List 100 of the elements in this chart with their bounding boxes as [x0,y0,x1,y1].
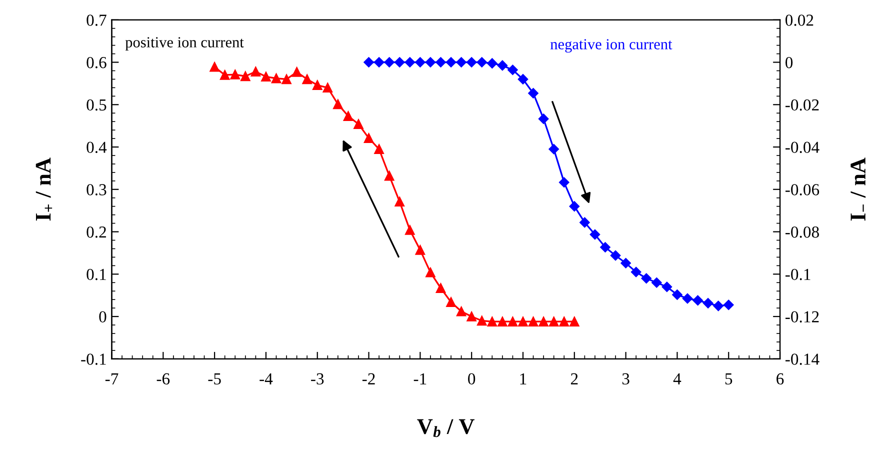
point [487,316,498,326]
point [436,283,446,293]
x-tick-label: -6 [156,373,170,385]
point [384,57,394,68]
point [436,57,446,68]
y2-tick-label: -0.06 [785,184,820,196]
y2-axis-title: I$_{−}$ / nA [850,158,866,221]
point [466,57,477,68]
y2-tick-label: -0.12 [785,311,819,323]
x-tick-label: -1 [414,373,426,384]
y2-tick-label: -0.1 [785,268,810,280]
point [600,242,610,252]
point [538,316,548,326]
point [652,278,662,288]
point [580,217,590,228]
x-tick-label: 6 [776,373,784,385]
y-tick-label: 0.2 [86,226,106,238]
point [364,133,374,143]
point [672,290,682,300]
point [240,71,250,82]
point [425,57,436,68]
point [610,250,621,261]
point [292,67,302,77]
point [394,57,405,68]
point [384,170,394,181]
point [343,111,354,121]
y2-tick-label: -0.14 [785,354,820,365]
point [466,312,476,322]
y-tick-label: 0.7 [86,14,106,26]
point [322,82,333,93]
point [354,119,364,129]
x-tick-label: 1 [520,373,526,384]
y2-tick-label: 0.02 [786,14,814,26]
point [620,258,631,268]
text: negative ion current [550,39,672,53]
x-tick-label: -5 [208,373,221,385]
y-tick-label: 0.6 [86,56,106,68]
point [528,316,538,326]
point [508,316,518,326]
y-tick-label: 0.1 [86,268,106,280]
y-tick-label: 0.3 [86,184,106,196]
point [641,273,652,284]
point [559,177,570,188]
y-tick-label: -0.1 [81,354,106,365]
point [302,74,312,84]
point [682,293,693,304]
point [498,316,508,326]
point [404,57,416,68]
point [548,316,559,326]
point [548,144,559,154]
series-label: positive ion current [125,37,244,51]
point [508,64,518,76]
x-tick-label: 3 [622,373,630,385]
y2-tick-label: 0 [786,56,793,68]
y-tick-label: 0 [99,311,106,322]
x-axis-title: V$_{b}$ / V [417,419,474,438]
point [723,300,734,310]
y-tick-label: 0.4 [86,142,107,154]
point [456,306,466,316]
y-tick-label: 0.5 [86,99,106,111]
point [518,316,528,326]
x-tick-label: 2 [570,373,578,384]
point [271,74,282,84]
y-axis-title: I$_{+}$ / nA [36,158,52,221]
point [282,74,292,84]
point [559,316,569,326]
point [374,144,384,154]
point [415,245,426,255]
point [518,74,528,84]
point [261,72,271,82]
x-tick-label: -3 [311,373,324,385]
point [333,99,343,110]
point [405,225,415,235]
x-tick-label: 0 [468,373,476,385]
point [487,58,498,68]
point [210,62,220,72]
point [426,268,436,278]
point [528,88,538,98]
point [230,70,240,80]
x-tick-label: -2 [362,373,375,384]
point [497,60,508,71]
point [692,295,703,306]
point [312,80,322,90]
point [446,297,456,307]
point [570,316,580,326]
y2-tick-label: -0.08 [785,226,819,238]
point [374,57,384,68]
point [630,266,642,278]
y2-tick-label: -0.02 [785,99,819,111]
point [364,57,374,68]
point [538,114,549,124]
x-tick-label: -7 [105,373,118,384]
point [220,70,230,80]
point [477,316,487,326]
point [394,196,404,207]
point [662,282,672,292]
point [446,57,456,68]
point [590,229,600,240]
x-tick-label: -4 [260,373,273,384]
point [713,300,724,312]
